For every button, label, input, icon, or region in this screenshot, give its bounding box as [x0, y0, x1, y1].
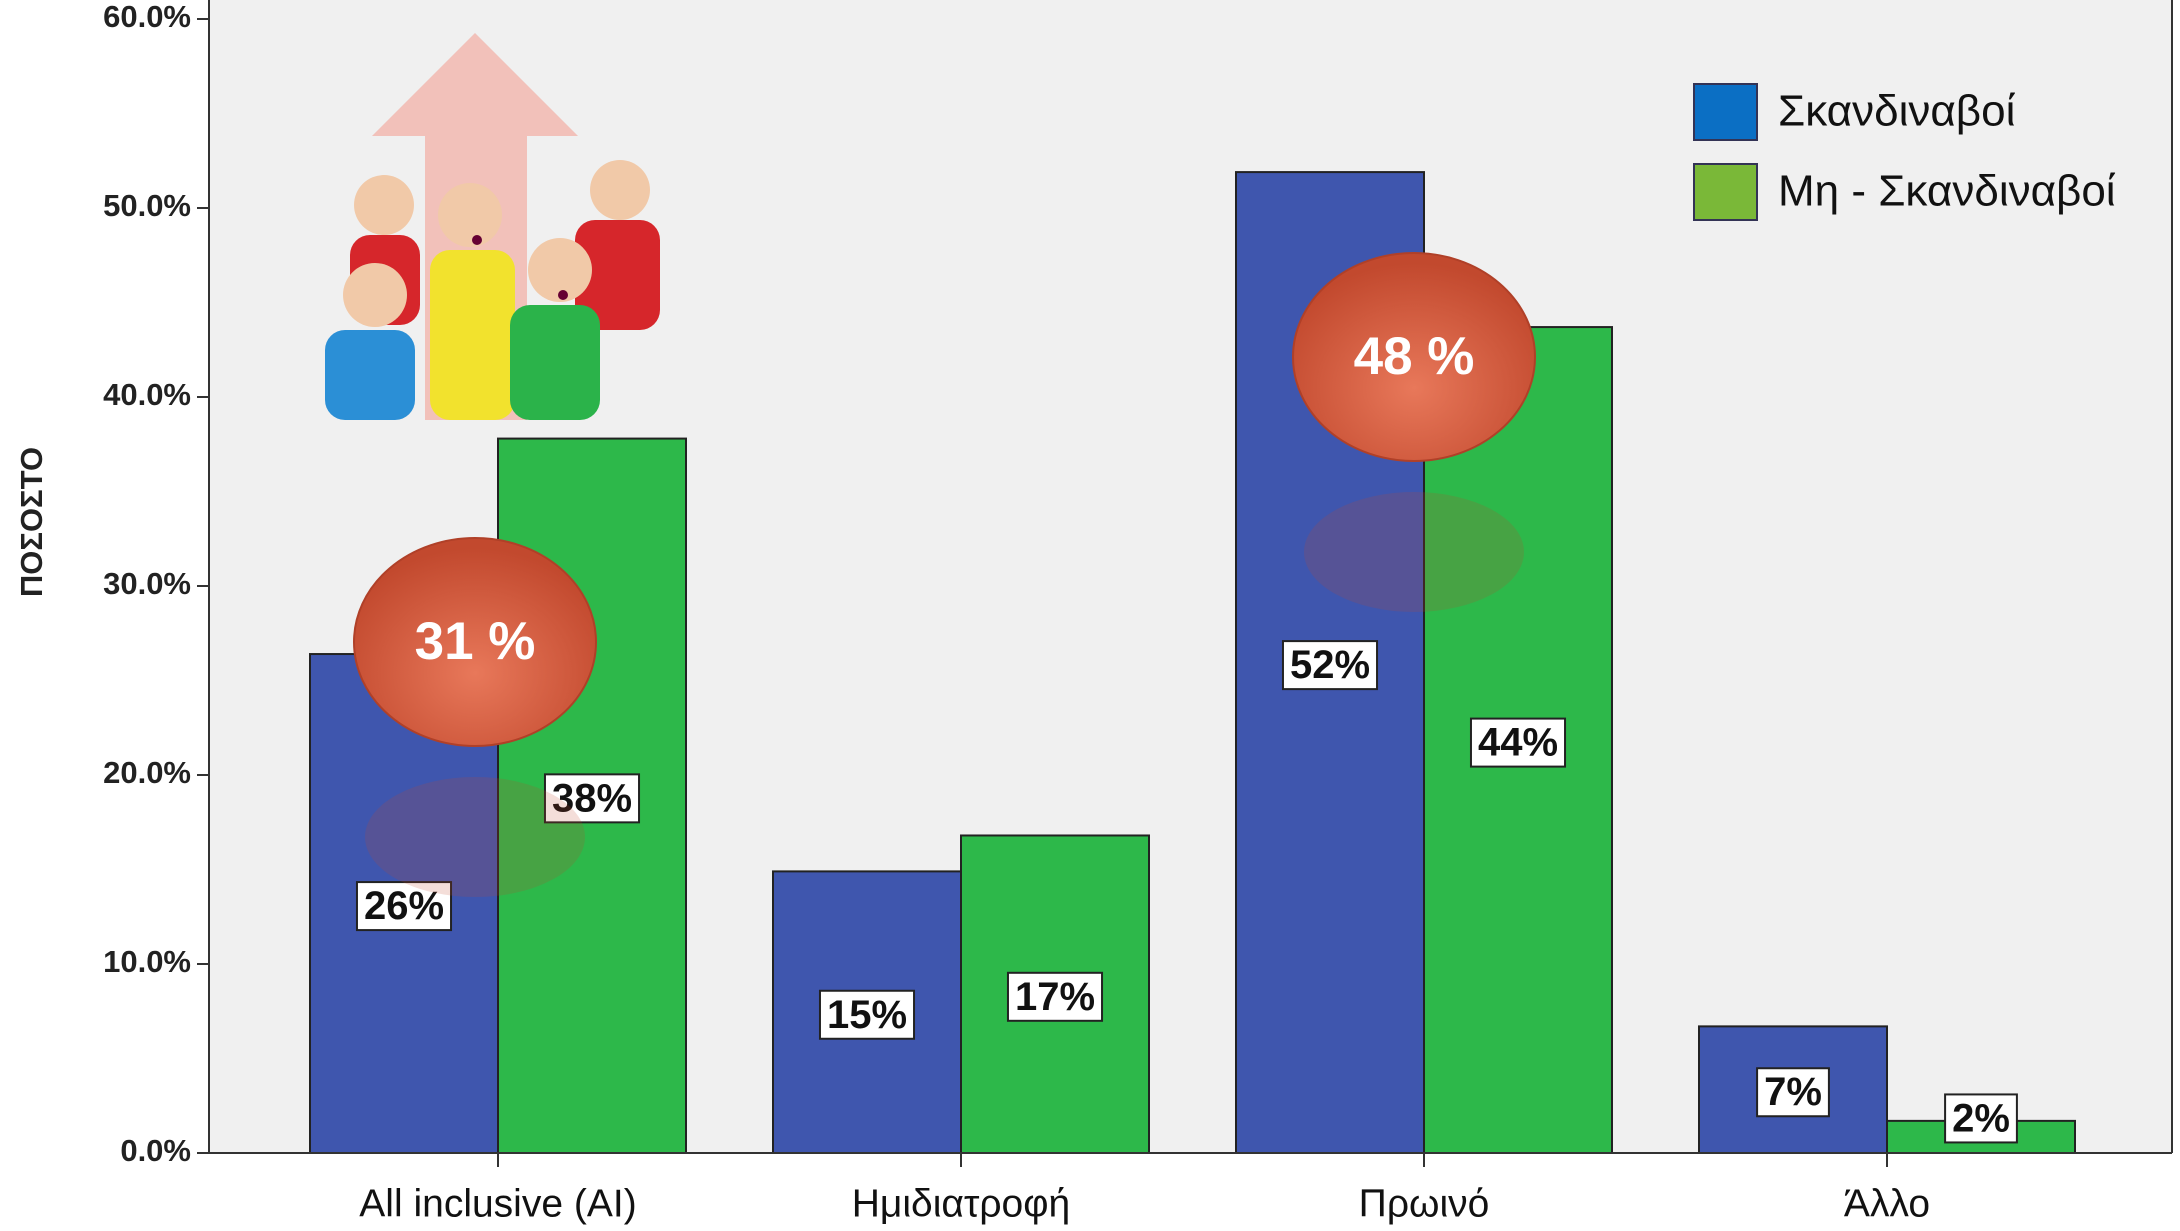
legend-label: Μη - Σκανδιναβοί: [1778, 167, 2116, 216]
annotation-bubble: [353, 537, 597, 747]
value-label: 7%: [1756, 1067, 1830, 1118]
value-label-box: [355, 881, 453, 932]
y-tick-label: 50.0%: [103, 188, 191, 223]
x-tick-label: Ημιδιατροφή: [852, 1182, 1070, 1225]
x-tick-label: All inclusive (AI): [359, 1182, 636, 1225]
y-axis-label: ΠΟΣΟΣΤΟ: [14, 447, 49, 597]
value-label-box: [1756, 1067, 1830, 1118]
y-tick-label: 40.0%: [103, 377, 191, 412]
legend-swatch: [1693, 83, 1758, 141]
value-label-text: 7%: [1764, 1070, 1822, 1114]
x-tick-label: Πρωινό: [1359, 1182, 1490, 1225]
value-label-text: 15%: [827, 993, 907, 1037]
value-label-box: [1281, 640, 1379, 691]
value-label-text: 38%: [552, 776, 632, 820]
value-label-box: [818, 989, 916, 1040]
value-label-text: 52%: [1290, 643, 1370, 687]
value-label: 44%: [1469, 717, 1567, 768]
annotation-shadow: [1304, 492, 1524, 612]
value-label: 52%: [1281, 640, 1379, 691]
value-label-text: 44%: [1478, 721, 1558, 765]
y-tick-label: 20.0%: [103, 755, 191, 790]
value-label: 38%: [543, 773, 641, 824]
legend-swatch: [1693, 163, 1758, 221]
y-tick-label: 10.0%: [103, 944, 191, 979]
y-tick-label: 30.0%: [103, 566, 191, 601]
value-label-box: [1944, 1093, 2018, 1144]
annotation: 48 %: [1354, 327, 1475, 386]
value-label-box: [1469, 717, 1567, 768]
annotation: 31 %: [415, 612, 536, 671]
value-label: 2%: [1944, 1093, 2018, 1144]
children-picture: [325, 160, 660, 420]
value-label: 15%: [818, 989, 916, 1040]
value-label-box: [543, 773, 641, 824]
y-tick-label: 0.0%: [120, 1133, 191, 1168]
value-label-text: 2%: [1952, 1096, 2010, 1140]
legend-label: Σκανδιναβοί: [1778, 87, 2016, 136]
value-label-text: 17%: [1015, 975, 1095, 1019]
annotation-bubble: [1292, 252, 1536, 462]
annotation-shadow: [365, 777, 585, 897]
value-label: 17%: [1006, 971, 1104, 1022]
y-tick-label: 60.0%: [103, 0, 191, 34]
value-label: 26%: [355, 881, 453, 932]
value-label-text: 26%: [364, 884, 444, 928]
value-label-box: [1006, 971, 1104, 1022]
decoration: [325, 33, 660, 420]
x-tick-label: Άλλο: [1844, 1182, 1930, 1225]
